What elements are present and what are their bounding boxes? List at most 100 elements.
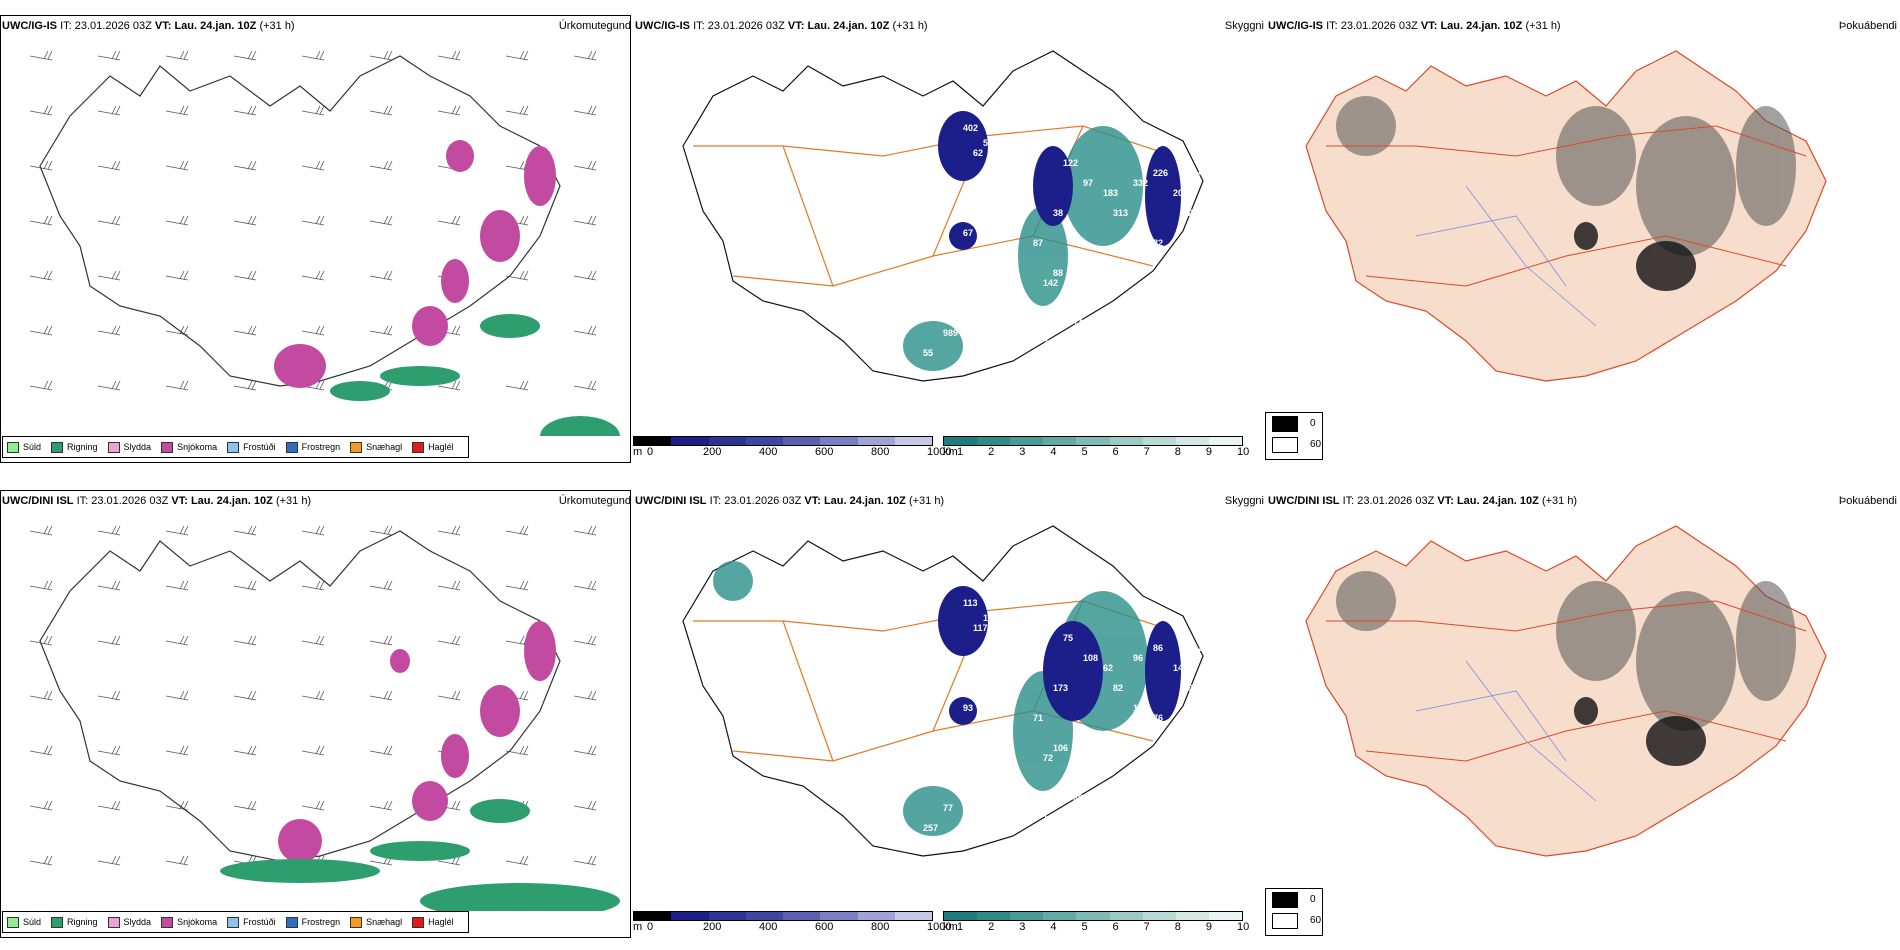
colorbar-unit: m: [633, 921, 643, 933]
legend-swatch: [51, 441, 64, 453]
fog-low-swatch: [1272, 912, 1298, 929]
wind-barb: [233, 690, 257, 701]
rain-areas: [220, 799, 620, 911]
legend-swatch: [7, 916, 19, 928]
wind-barb: [165, 580, 189, 591]
vt-label: VT:: [787, 20, 805, 32]
ceiling-value: 50: [1153, 583, 1163, 593]
precip-type-panel-ig-is: UWC/IG-IS IT: 23.01.2026 03Z VT: Lau. 24…: [0, 0, 633, 475]
iceland-coastline: [682, 525, 1204, 857]
wind-barb: [97, 215, 121, 226]
legend-label: Slydda: [123, 917, 152, 927]
wind-barb: [301, 690, 325, 701]
fog-dense: [1574, 697, 1706, 766]
wind-barb: [369, 160, 393, 171]
ceiling-value: 66: [1073, 793, 1083, 803]
colorbar-tick: 9: [1205, 921, 1212, 933]
ceiling-areas: [938, 111, 1181, 250]
wind-barb: [29, 325, 53, 336]
panel-title: Skyggni: [1224, 20, 1264, 32]
wind-barb: [505, 580, 529, 591]
wind-barb: [97, 105, 121, 116]
wind-barb: [233, 50, 257, 61]
vt-value: Lau. 24.jan. 10Z: [823, 495, 906, 507]
ceiling-value: 106: [978, 173, 993, 183]
ceiling-value: 62: [1103, 663, 1113, 673]
wind-barb: [29, 105, 53, 116]
it-label: IT:: [693, 20, 705, 32]
fog-shading: [1336, 96, 1796, 256]
lead-time: (+31 h): [892, 20, 928, 32]
ceiling-value: 108: [1083, 653, 1098, 663]
ceiling-value: 141: [1173, 663, 1188, 673]
wind-barb: [233, 160, 257, 171]
panel-title: Þokuábendi: [1838, 495, 1897, 507]
wind-barb: [573, 690, 597, 701]
colorbar-tick: 3: [1019, 921, 1026, 933]
colorbar-tick: 400: [759, 446, 778, 458]
wind-barb: [505, 855, 529, 866]
wind-barb: [165, 855, 189, 866]
fog-rivers: [1415, 185, 1597, 327]
wind-barb: [29, 855, 53, 866]
iceland-coastline: [39, 55, 561, 387]
wind-barb: [165, 160, 189, 171]
legend-item: Snæhagl: [350, 441, 402, 453]
fog-dense: [1574, 222, 1696, 291]
wind-barb: [301, 325, 325, 336]
wind-barb: [165, 215, 189, 226]
colorbar-tick: 600: [815, 446, 834, 458]
fog-panel-ig-is: UWC/IG-IS IT: 23.01.2026 03Z VT: Lau. 24…: [1266, 0, 1899, 475]
wind-barb: [369, 800, 393, 811]
wind-barb: [573, 855, 597, 866]
iceland-land: [1305, 50, 1827, 382]
precip-legend: Súld Rigning Slydda Snjókoma Frostúði Frostre…: [2, 911, 469, 933]
ceiling-value: 76: [1153, 713, 1163, 723]
wind-barb: [437, 380, 461, 391]
it-label: IT:: [76, 495, 89, 507]
lead-time: (+31 h): [259, 20, 295, 32]
colorbar-tick: 200: [703, 446, 722, 458]
wind-barb: [165, 50, 189, 61]
model-name: UWC/IG-IS: [635, 20, 690, 32]
wind-barb: [573, 325, 597, 336]
colorbar-tick: 7: [1143, 921, 1150, 933]
map-frame: [0, 490, 631, 938]
ceiling-value: 117: [973, 623, 988, 633]
wind-barb: [369, 105, 393, 116]
ceiling-colorbar: m 0 200 400 600 800 1000: [633, 911, 951, 935]
model-name: UWC/DINI ISL: [635, 495, 707, 507]
ceiling-value: 68: [1033, 793, 1043, 803]
ceiling-value: 93: [1093, 258, 1103, 268]
ceiling-value: 96: [1133, 653, 1143, 663]
vt-label: VT:: [154, 20, 172, 32]
colorbar-tick: 10: [1237, 446, 1250, 458]
colorbar-tick: 9: [1205, 446, 1212, 458]
legend-swatch: [107, 916, 120, 928]
wind-barb: [97, 635, 121, 646]
wind-barb: [369, 580, 393, 591]
legend-label: Snæhagl: [366, 917, 403, 927]
it-value: 23.01.2026 03Z: [74, 20, 152, 32]
visibility-colorbar: km 1 2 3 4 5 6 7 8 9 10: [943, 436, 1249, 460]
colorbar-unit: m: [633, 446, 643, 458]
ceiling-value: 257: [923, 823, 938, 833]
legend-item: Súld: [7, 441, 41, 453]
ceiling-value: 332: [1133, 178, 1148, 188]
wind-barb: [165, 745, 189, 756]
wind-barb: [165, 525, 189, 536]
ceiling-ticks: m 0 200 400 600 800 1000: [633, 921, 951, 935]
vt-value: Lau. 24.jan. 10Z: [1456, 495, 1539, 507]
ceiling-value: 338: [1043, 338, 1058, 348]
wind-barb: [573, 50, 597, 61]
rain-areas: [330, 314, 620, 436]
wind-barb: [97, 380, 121, 391]
model-name: UWC/DINI ISL: [1268, 495, 1340, 507]
colorbar-tick: 7: [1143, 446, 1150, 458]
wind-barb: [573, 270, 597, 281]
ceiling-value: 78: [1083, 773, 1093, 783]
wind-barb: [97, 745, 121, 756]
legend-label: Haglél: [428, 442, 454, 452]
iceland-fog-map: [1305, 50, 1827, 382]
ceiling-value: 20: [1173, 188, 1183, 198]
